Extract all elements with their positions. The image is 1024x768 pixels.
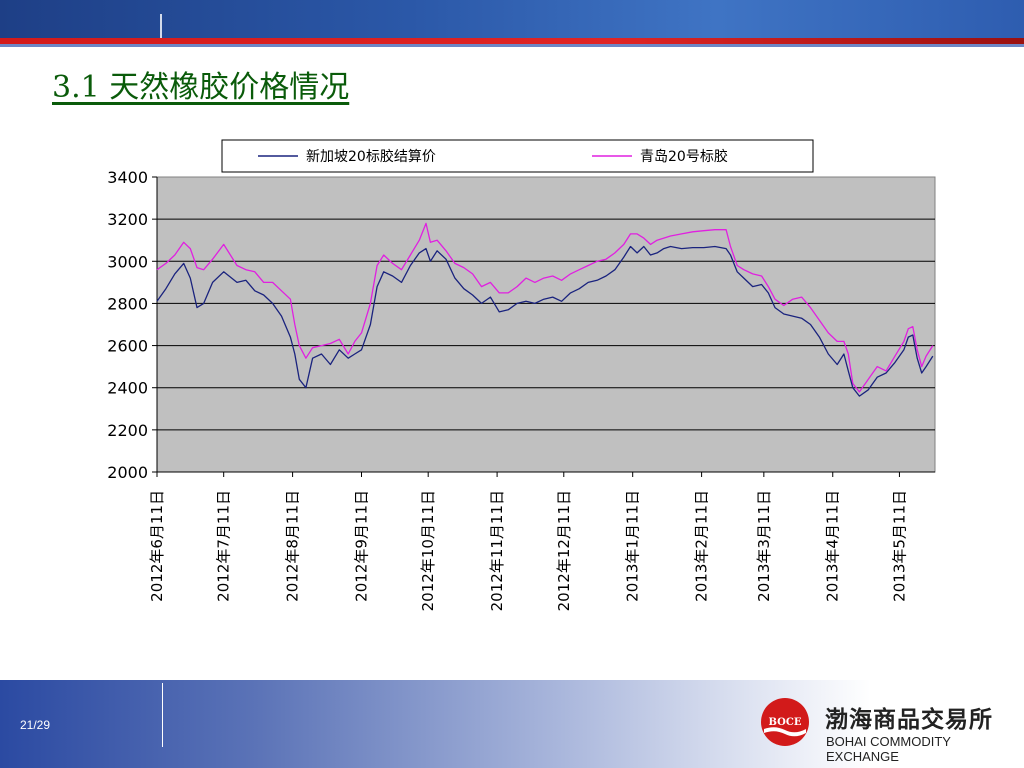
- y-tick-label: 2800: [107, 294, 148, 313]
- exchange-name-cn: 渤海商品交易所: [825, 707, 993, 733]
- footer-bar: [0, 680, 1024, 768]
- rubber-price-chart: 2000 2200 2400 2600 2800 3000 3200 3400 2012年6月…: [107, 139, 936, 611]
- slide-title: 3.1 天然橡胶价格情况: [52, 70, 350, 105]
- exchange-name-en: BOHAI COMMODITY EXCHANGE: [826, 734, 951, 764]
- y-tick-label: 3400: [107, 168, 148, 187]
- x-tick-label: 2013年3月11日: [755, 490, 773, 602]
- x-tick-label: 2012年11月11日: [488, 490, 506, 611]
- x-tick-label: 2012年12月11日: [555, 490, 573, 611]
- banner-divider: [160, 14, 162, 38]
- header-blue-rule: [0, 44, 1024, 47]
- logo-wave: [764, 727, 806, 737]
- x-tick-label: 2012年10月11日: [419, 490, 437, 611]
- x-tick-label: 2013年1月11日: [624, 490, 642, 602]
- y-tick-label: 2000: [107, 463, 148, 482]
- y-tick-label: 2400: [107, 379, 148, 398]
- y-tick-label: 2200: [107, 421, 148, 440]
- boce-logo-icon: BOCE: [761, 698, 809, 746]
- x-tick-label: 2012年6月11日: [148, 490, 166, 602]
- x-tick-label: 2013年5月11日: [890, 490, 908, 602]
- x-tick-label: 2013年4月11日: [824, 490, 842, 602]
- y-axis-tick-labels: 2000 2200 2400 2600 2800 3000 3200 3400: [107, 168, 157, 482]
- legend-label-qingdao: 青岛20号标胶: [640, 148, 728, 165]
- grid-lines: [157, 218, 935, 431]
- series-line-singapore: [156, 245, 934, 397]
- y-tick-label: 3000: [107, 252, 148, 271]
- x-tick-label: 2012年9月11日: [353, 490, 371, 602]
- y-tick-label: 3200: [107, 210, 148, 229]
- top-banner: [0, 0, 1024, 38]
- y-tick-label: 2600: [107, 337, 148, 356]
- legend: 新加坡20标胶结算价 青岛20号标胶: [221, 139, 814, 173]
- legend-label-singapore: 新加坡20标胶结算价: [306, 148, 436, 165]
- header-red-rule: [0, 38, 1024, 44]
- plot-area: [156, 176, 936, 473]
- x-tick-label: 2012年8月11日: [284, 490, 302, 602]
- logo-mark-text: BOCE: [769, 717, 802, 728]
- series-lines: [156, 222, 934, 397]
- x-tick-label: 2012年7月11日: [215, 490, 233, 602]
- legend-box: [221, 139, 814, 173]
- series-line-qingdao: [156, 222, 934, 393]
- x-axis-tick-labels: 2012年6月11日 2012年7月11日 2012年8月11日 2012年9月11日…: [148, 472, 908, 611]
- footer-divider: [162, 683, 163, 747]
- x-tick-label: 2013年2月11日: [693, 490, 711, 602]
- page-number: 21/29: [20, 718, 51, 732]
